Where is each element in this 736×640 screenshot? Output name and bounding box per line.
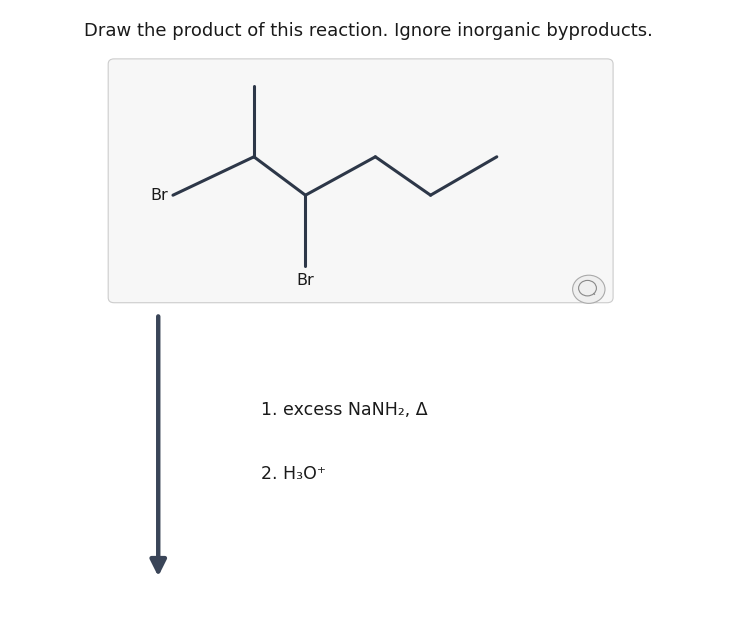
Text: 2. H₃O⁺: 2. H₃O⁺ <box>261 465 326 483</box>
FancyBboxPatch shape <box>108 59 613 303</box>
Text: Br: Br <box>297 273 314 288</box>
Text: 1. excess NaNH₂, Δ: 1. excess NaNH₂, Δ <box>261 401 428 419</box>
Text: Draw the product of this reaction. Ignore inorganic byproducts.: Draw the product of this reaction. Ignor… <box>84 22 652 40</box>
Text: Br: Br <box>150 188 168 203</box>
Circle shape <box>573 275 605 303</box>
